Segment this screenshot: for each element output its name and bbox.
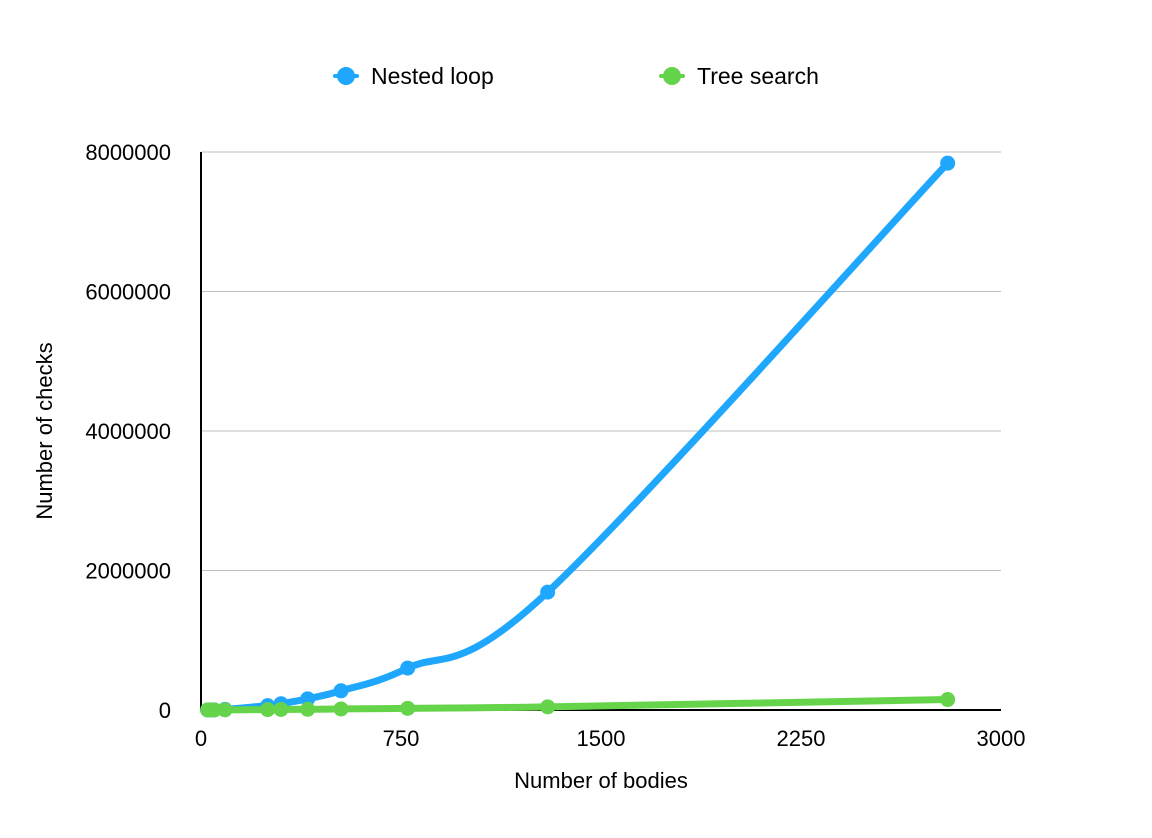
legend-swatch-dot bbox=[663, 67, 681, 85]
x-axis-label: Number of bodies bbox=[514, 768, 688, 793]
series-lines bbox=[204, 159, 952, 714]
data-points bbox=[200, 155, 956, 718]
x-tick-label: 750 bbox=[383, 726, 420, 751]
data-point-tree-search bbox=[300, 701, 316, 717]
series-line-tree-search bbox=[204, 696, 952, 714]
data-point-tree-search bbox=[940, 692, 956, 708]
series-line-nested-loop bbox=[204, 159, 952, 714]
data-point-tree-search bbox=[400, 700, 416, 716]
y-tick-label: 6000000 bbox=[85, 280, 171, 305]
x-tick-label: 3000 bbox=[977, 726, 1026, 751]
x-tick-label: 1500 bbox=[577, 726, 626, 751]
legend-swatch-nested-loop bbox=[333, 66, 359, 86]
data-point-tree-search bbox=[333, 701, 349, 717]
y-tick-label: 4000000 bbox=[85, 419, 171, 444]
data-point-tree-search bbox=[206, 702, 222, 718]
x-tick-label: 2250 bbox=[777, 726, 826, 751]
legend-item-nested-loop[interactable]: Nested loop bbox=[333, 60, 494, 92]
data-point-tree-search bbox=[217, 702, 233, 718]
data-point-nested-loop bbox=[540, 584, 556, 600]
y-axis-label: Number of checks bbox=[32, 342, 57, 519]
y-tick-label: 2000000 bbox=[85, 559, 171, 584]
data-point-nested-loop bbox=[300, 691, 316, 707]
data-point-tree-search bbox=[540, 699, 556, 715]
legend: Nested loop Tree search bbox=[0, 60, 1152, 92]
x-tick-label: 0 bbox=[195, 726, 207, 751]
data-point-nested-loop bbox=[333, 683, 349, 699]
data-point-tree-search bbox=[260, 702, 276, 718]
legend-swatch-tree-search bbox=[659, 66, 685, 86]
legend-label-tree-search: Tree search bbox=[697, 62, 819, 89]
y-tick-label: 0 bbox=[159, 698, 171, 723]
grid-lines bbox=[201, 151, 1001, 571]
data-point-nested-loop bbox=[400, 660, 416, 676]
data-point-nested-loop bbox=[940, 155, 956, 171]
tick-labels: 0 2000000 4000000 6000000 8000000 0 750 1500 225… bbox=[85, 140, 1025, 751]
y-tick-label: 8000000 bbox=[85, 140, 171, 165]
data-point-tree-search bbox=[273, 701, 289, 717]
legend-label-nested-loop: Nested loop bbox=[371, 62, 494, 89]
legend-item-tree-search[interactable]: Tree search bbox=[659, 60, 819, 92]
legend-swatch-dot bbox=[337, 67, 355, 85]
